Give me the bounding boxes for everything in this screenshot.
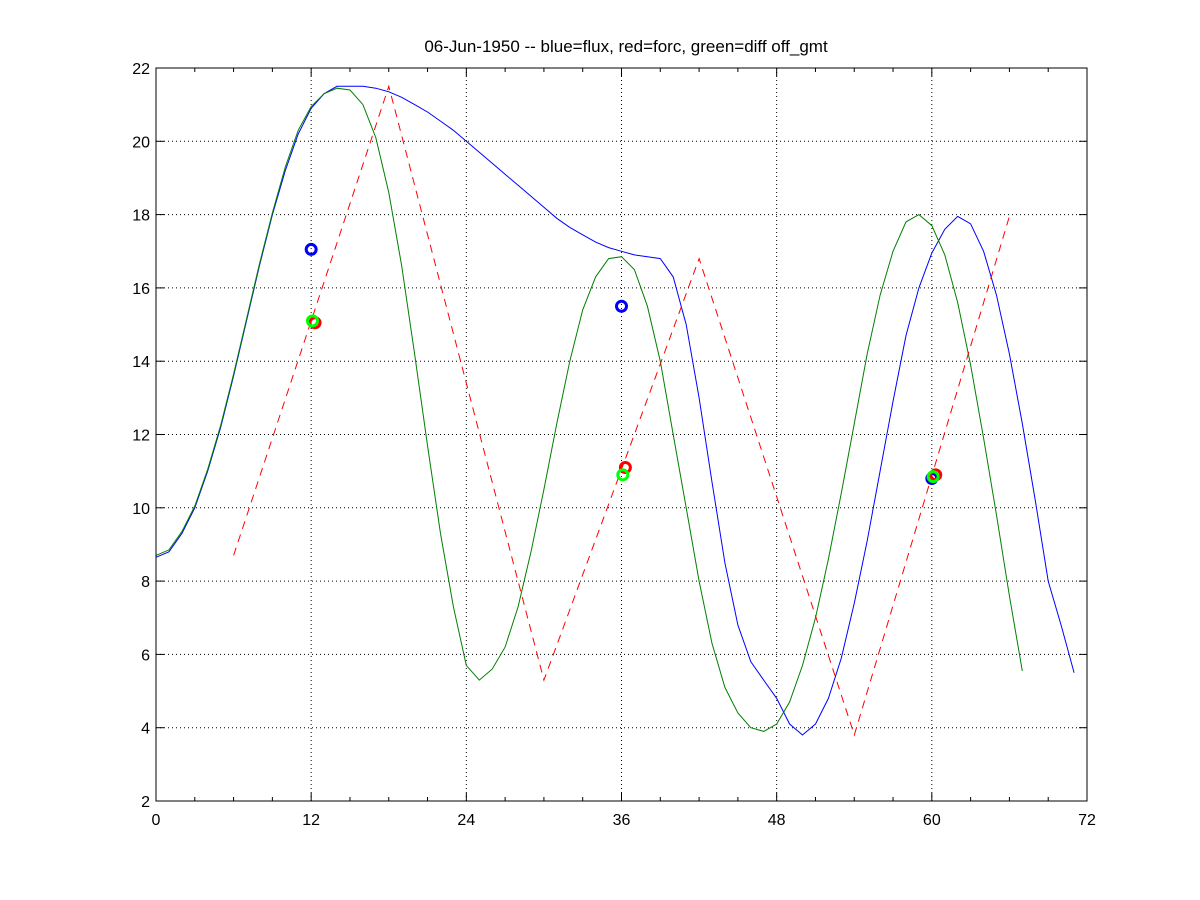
marker-point-2 [926, 470, 940, 484]
x-tick-label: 60 [923, 812, 941, 829]
series-line-1 [155, 87, 1023, 732]
x-tick-label: 12 [302, 812, 320, 829]
marker-point-2 [305, 314, 319, 328]
y-tick-label: 12 [132, 428, 150, 445]
chart-title: 06-Jun-1950 -- blue=flux, red=forc, gree… [424, 37, 828, 56]
y-tick-label: 18 [132, 208, 150, 225]
y-tick-label: 22 [132, 61, 150, 78]
y-tick-label: 2 [141, 794, 150, 811]
y-tick-label: 8 [141, 574, 150, 591]
y-tick-label: 20 [132, 134, 150, 151]
marker-point-0 [304, 242, 318, 256]
x-tick-label: 72 [1078, 812, 1096, 829]
marker-point-0 [615, 299, 628, 313]
x-tick-label: 36 [613, 812, 631, 829]
x-tick-label: 48 [768, 812, 786, 829]
marker-point-1 [618, 460, 632, 474]
axis-ticks [155, 67, 1088, 802]
series-line-0 [155, 85, 1075, 736]
y-tick-label: 4 [141, 721, 150, 738]
y-tick-label: 16 [132, 281, 150, 298]
x-tick-label: 0 [152, 812, 161, 829]
y-tick-label: 10 [132, 501, 150, 518]
y-tick-label: 14 [132, 354, 150, 371]
marker-point-2 [616, 468, 630, 482]
plot-markers [304, 242, 943, 485]
y-tick-label: 6 [141, 647, 150, 664]
x-tick-label: 24 [457, 812, 475, 829]
